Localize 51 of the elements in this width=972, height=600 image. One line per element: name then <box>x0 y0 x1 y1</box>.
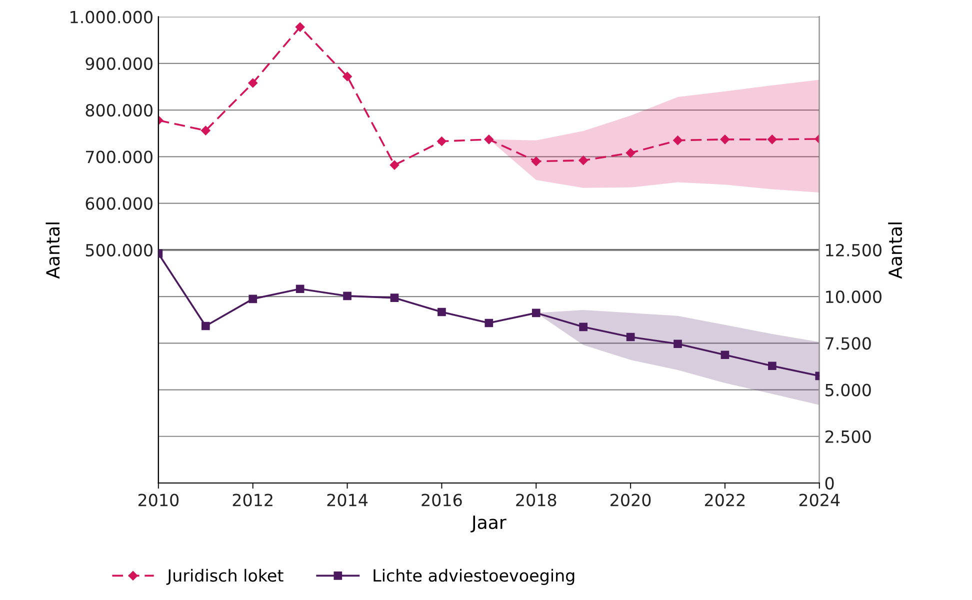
x-axis-title: Jaar <box>470 516 506 532</box>
y-tick-label: 1.000.000 <box>70 10 152 24</box>
point <box>438 308 446 316</box>
point <box>390 160 400 170</box>
y2-tick-label: 7.500 <box>826 337 871 350</box>
point <box>343 292 352 300</box>
point <box>626 332 635 342</box>
point <box>532 156 541 166</box>
legend-label: Juridisch loket <box>166 568 284 585</box>
y2-tick-label: 2.500 <box>825 430 871 443</box>
y-tick-label: 700.000 <box>86 150 152 164</box>
point <box>626 148 636 158</box>
point <box>437 136 446 146</box>
point <box>296 284 304 294</box>
x-tick-label: 2010 <box>138 494 179 506</box>
y-tick-label: 600.000 <box>86 197 152 210</box>
point <box>578 156 588 166</box>
point <box>484 134 494 144</box>
point <box>248 78 258 88</box>
point <box>768 134 777 144</box>
y2-axis-title: Aantal <box>888 222 902 279</box>
y2-tick-label: 10.000 <box>826 290 882 304</box>
point <box>673 136 682 145</box>
point <box>579 322 588 332</box>
x-tick-label: 2014 <box>327 494 368 506</box>
y-axis-title: Aantal <box>46 222 60 279</box>
x-tick-label: 2016 <box>422 494 462 506</box>
point <box>390 294 399 302</box>
point <box>720 134 730 144</box>
y-tick-label: 500.000 <box>86 244 152 256</box>
x-tick-label: 2024 <box>799 494 840 506</box>
point <box>532 308 540 318</box>
x-tick-label: 2018 <box>516 494 556 506</box>
legend-label: Lichte adviestoevoeging <box>374 568 574 585</box>
point <box>720 350 730 360</box>
y2-tick-label: 5.000 <box>826 384 871 396</box>
point <box>768 362 776 370</box>
point <box>248 294 258 304</box>
x-tick-label: 2020 <box>610 494 651 506</box>
y-tick-label: 900.000 <box>86 57 152 70</box>
point <box>674 340 682 348</box>
y2-tick-label: 0 <box>825 476 834 490</box>
y2-tick-label: 12.500 <box>826 244 882 256</box>
point <box>484 318 494 328</box>
point <box>295 22 305 32</box>
y-tick-label: 800.000 <box>86 104 152 117</box>
point <box>201 322 210 330</box>
point <box>201 126 210 136</box>
x-tick-label: 2012 <box>232 494 272 506</box>
point <box>342 72 352 82</box>
x-tick-label: 2022 <box>704 494 745 506</box>
